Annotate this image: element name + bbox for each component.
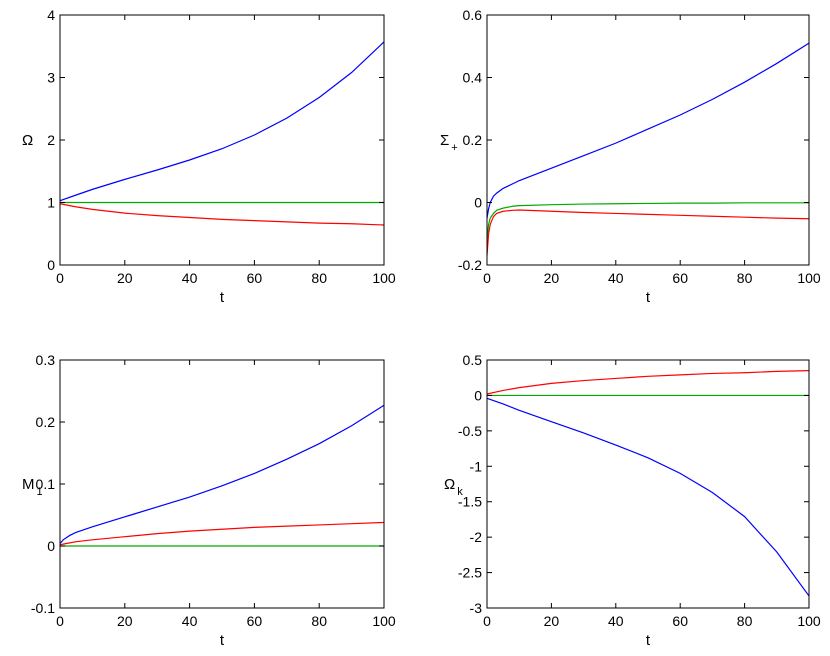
y-tick-label: 0.2: [36, 414, 56, 430]
x-tick-label: 0: [56, 270, 64, 286]
y-tick-label: -2.5: [458, 565, 482, 581]
y-tick-label: -0.2: [458, 257, 482, 273]
x-tick-label: 20: [544, 613, 560, 629]
y-axis-label: Σ +: [440, 132, 458, 154]
subplot-4-frame: [486, 359, 810, 609]
x-tick-label: 100: [797, 270, 821, 286]
x-tick-label: 20: [544, 270, 560, 286]
x-tick-label: 80: [311, 270, 327, 286]
subplot-3-frame: [59, 359, 385, 609]
y-tick-label: 3: [47, 70, 55, 86]
subplot-3-series-3: [59, 521, 385, 546]
y-tick-label: -1: [470, 458, 483, 474]
y-tick-label: -0.1: [31, 600, 55, 616]
y-axis-label: Ω: [22, 132, 33, 149]
x-tick-label: 0: [483, 270, 491, 286]
y-tick-label: 0: [474, 387, 482, 403]
subplot-4-series-3: [486, 397, 810, 597]
x-tick-label: 80: [311, 613, 327, 629]
x-tick-label: 100: [797, 613, 821, 629]
x-tick-label: 80: [737, 613, 753, 629]
y-tick-label: 1: [47, 195, 55, 211]
y-tick-label: -3: [470, 600, 483, 616]
x-tick-label: 100: [372, 270, 396, 286]
x-tick-label: 40: [182, 270, 198, 286]
y-tick-label: 0: [474, 195, 482, 211]
subplot-3-series-1: [59, 404, 385, 544]
x-tick-label: 40: [182, 613, 198, 629]
subplot-2-series-1: [486, 42, 810, 219]
subplot-2-series-3: [486, 209, 810, 256]
y-tick-label: 0.1: [36, 476, 56, 492]
x-axis-label: t: [646, 289, 651, 306]
y-tick-label: -1.5: [458, 494, 482, 510]
y-tick-label: 0.6: [463, 7, 483, 23]
x-axis-label: t: [220, 632, 225, 649]
x-tick-label: 20: [117, 270, 133, 286]
y-tick-label: -0.5: [458, 423, 482, 439]
x-tick-label: 20: [117, 613, 133, 629]
subplot-3: 0 20 40 60 80 100-0.100.10.20.3tM 1: [22, 352, 396, 649]
subplot-1-frame: [59, 14, 385, 266]
y-tick-label: 2: [47, 132, 55, 148]
x-tick-label: 0: [56, 613, 64, 629]
y-tick-label: 0: [47, 257, 55, 273]
y-tick-label: 0: [47, 538, 55, 554]
subplot-2-frame: [486, 14, 810, 266]
x-tick-label: 60: [672, 270, 688, 286]
x-tick-label: 60: [247, 613, 263, 629]
x-tick-label: 60: [247, 270, 263, 286]
x-tick-label: 40: [608, 613, 624, 629]
y-tick-label: 0.3: [36, 352, 56, 368]
subplot-1: 0 20 40 60 80 100 0 1 2 3 4 t Ω: [22, 7, 396, 306]
subplot-4: 0 20 40 60 80 100 -3 -2.5 -2 -1.5 -1 -0.5 0 0.5 t Ω k: [444, 352, 821, 649]
x-axis-label: t: [646, 632, 651, 649]
subplot-2-series-2: [486, 202, 809, 241]
x-axis-label: t: [220, 289, 225, 306]
y-tick-label: 0.2: [463, 132, 483, 148]
x-tick-label: 0: [483, 613, 491, 629]
subplot-4-series-1: [486, 370, 810, 395]
y-tick-label: -2: [470, 529, 483, 545]
subplot-1-series-3: [59, 203, 385, 226]
y-tick-label: 0.5: [463, 352, 483, 368]
y-tick-label: 4: [47, 7, 55, 23]
y-tick-label: 0.4: [463, 70, 483, 86]
subplot-1-series-1: [59, 41, 385, 202]
x-tick-label: 40: [608, 270, 624, 286]
x-tick-label: 60: [672, 613, 688, 629]
x-tick-label: 100: [372, 613, 396, 629]
x-tick-label: 80: [737, 270, 753, 286]
subplot-2: 0 20 40 60 80 100-0.200.20.40.6tΣ +: [440, 7, 821, 306]
